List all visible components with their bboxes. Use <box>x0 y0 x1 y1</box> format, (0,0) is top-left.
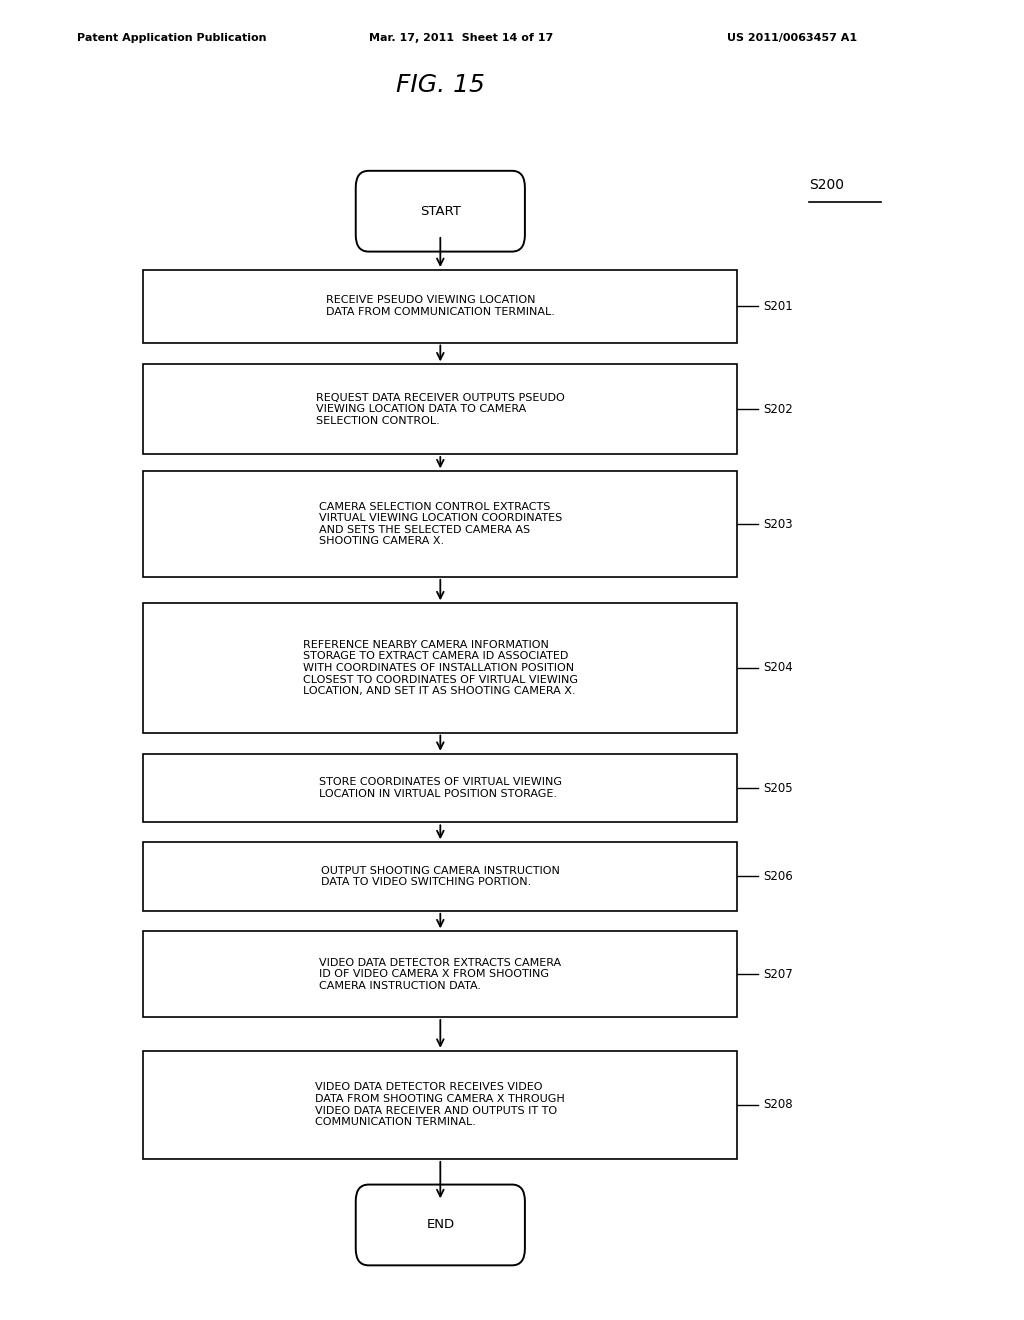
Text: S205: S205 <box>763 781 793 795</box>
Bar <box>143 932 737 1016</box>
Text: OUTPUT SHOOTING CAMERA INSTRUCTION
DATA TO VIDEO SWITCHING PORTION.: OUTPUT SHOOTING CAMERA INSTRUCTION DATA … <box>321 866 560 887</box>
Text: S202: S202 <box>763 403 793 416</box>
Bar <box>143 603 737 733</box>
FancyBboxPatch shape <box>355 1184 525 1266</box>
Text: REFERENCE NEARBY CAMERA INFORMATION
STORAGE TO EXTRACT CAMERA ID ASSOCIATED
WITH: REFERENCE NEARBY CAMERA INFORMATION STOR… <box>303 640 578 696</box>
Bar <box>143 364 737 454</box>
Text: RECEIVE PSEUDO VIEWING LOCATION
DATA FROM COMMUNICATION TERMINAL.: RECEIVE PSEUDO VIEWING LOCATION DATA FRO… <box>326 296 555 317</box>
FancyBboxPatch shape <box>355 170 525 252</box>
Text: STORE COORDINATES OF VIRTUAL VIEWING
LOCATION IN VIRTUAL POSITION STORAGE.: STORE COORDINATES OF VIRTUAL VIEWING LOC… <box>318 777 562 799</box>
Text: FIG. 15: FIG. 15 <box>396 73 484 96</box>
Text: S203: S203 <box>763 517 793 531</box>
Text: START: START <box>420 205 461 218</box>
Text: REQUEST DATA RECEIVER OUTPUTS PSEUDO
VIEWING LOCATION DATA TO CAMERA
SELECTION C: REQUEST DATA RECEIVER OUTPUTS PSEUDO VIE… <box>316 392 564 426</box>
Text: VIDEO DATA DETECTOR RECEIVES VIDEO
DATA FROM SHOOTING CAMERA X THROUGH
VIDEO DAT: VIDEO DATA DETECTOR RECEIVES VIDEO DATA … <box>315 1082 565 1127</box>
Text: Patent Application Publication: Patent Application Publication <box>77 33 266 44</box>
Text: CAMERA SELECTION CONTROL EXTRACTS
VIRTUAL VIEWING LOCATION COORDINATES
AND SETS : CAMERA SELECTION CONTROL EXTRACTS VIRTUA… <box>318 502 562 546</box>
Bar <box>143 269 737 342</box>
Text: Mar. 17, 2011  Sheet 14 of 17: Mar. 17, 2011 Sheet 14 of 17 <box>369 33 553 44</box>
Text: S207: S207 <box>763 968 793 981</box>
Bar <box>143 471 737 577</box>
Text: S200: S200 <box>809 178 844 193</box>
Text: VIDEO DATA DETECTOR EXTRACTS CAMERA
ID OF VIDEO CAMERA X FROM SHOOTING
CAMERA IN: VIDEO DATA DETECTOR EXTRACTS CAMERA ID O… <box>319 957 561 991</box>
Text: S204: S204 <box>763 661 793 675</box>
Text: END: END <box>426 1218 455 1232</box>
Bar <box>143 754 737 822</box>
Bar <box>143 1051 737 1159</box>
Text: S201: S201 <box>763 300 793 313</box>
Text: US 2011/0063457 A1: US 2011/0063457 A1 <box>727 33 857 44</box>
Bar <box>143 842 737 911</box>
Text: S206: S206 <box>763 870 793 883</box>
Text: S208: S208 <box>763 1098 793 1111</box>
